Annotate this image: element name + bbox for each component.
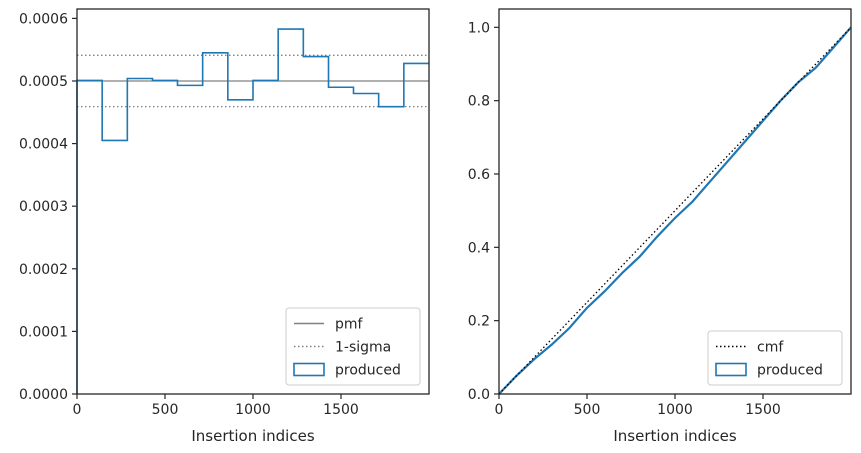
x-tick-label: 1500 [745, 402, 781, 418]
x-tick-label: 0 [73, 402, 82, 418]
legend-swatch [715, 362, 747, 377]
x-tick-label: 1500 [323, 402, 359, 418]
y-tick-label: 0.6 [468, 167, 490, 183]
axes-frame [76, 8, 430, 395]
y-tick-label: 0.0002 [19, 262, 68, 278]
legend-entry-sigma: 1-sigma [294, 340, 391, 356]
y-tick-label: 0.2 [468, 314, 490, 330]
legend-entry-produced: produced [715, 362, 823, 379]
x-tick-label: 500 [574, 402, 601, 418]
x-axis-label: Insertion indices [191, 427, 314, 445]
y-tick-label: 1.0 [468, 20, 490, 36]
x-tick-label: 1000 [657, 402, 693, 418]
x-tick-label: 0 [495, 402, 504, 418]
legend-label: cmf [757, 340, 784, 356]
y-tick-label: 0.0006 [19, 11, 68, 27]
y-tick-label: 0.4 [468, 240, 490, 256]
cmf-line [498, 26, 852, 395]
legend-box [285, 307, 421, 386]
legend-label: pmf [335, 317, 364, 333]
axes-frame [498, 8, 852, 395]
legend-label: produced [335, 363, 401, 379]
y-tick-label: 0.0004 [19, 137, 68, 153]
y-tick-label: 0.8 [468, 94, 490, 110]
legend-label: produced [757, 363, 823, 379]
y-tick-label: 0.0000 [19, 387, 68, 403]
legend-label: 1-sigma [335, 340, 391, 356]
legend-entry-cmf: cmf [716, 340, 784, 356]
legend-swatch [293, 362, 325, 377]
x-tick-label: 500 [152, 402, 179, 418]
y-tick-label: 0.0005 [19, 74, 68, 90]
x-tick-label: 1000 [235, 402, 271, 418]
left-pmf-chart: 0 500 1000 1500 0.0000 0.0001 0.0002 0.0003 0.00… [19, 8, 430, 445]
y-tick-label: 0.0003 [19, 199, 68, 215]
legend-box [707, 330, 843, 386]
x-axis-label: Insertion indices [613, 427, 736, 445]
produced-step-series [76, 28, 429, 394]
right-cmf-chart: 0 500 1000 1500 0.0 0.2 0.4 0.6 0.8 1.0 Insertion … [468, 8, 852, 445]
legend-entry-pmf: pmf [294, 317, 364, 333]
y-tick-label: 0.0 [468, 387, 490, 403]
y-tick-label: 0.0001 [19, 324, 68, 340]
legend-entry-produced: produced [293, 362, 401, 379]
